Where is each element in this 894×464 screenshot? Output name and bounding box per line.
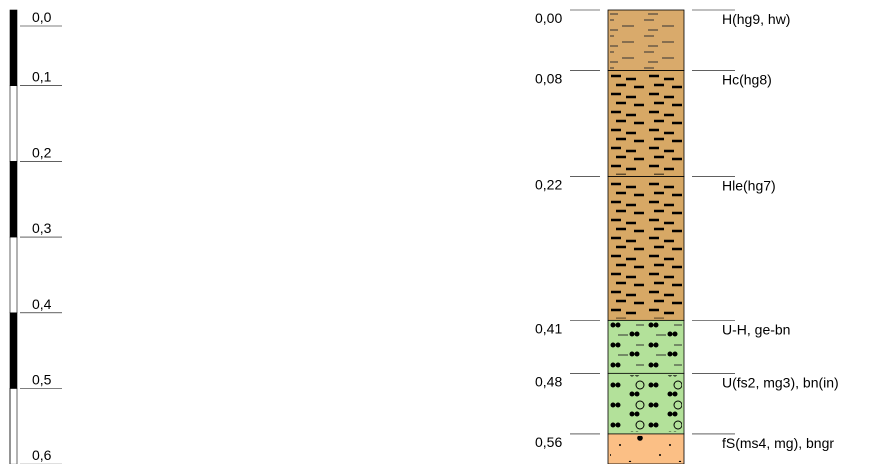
layer-pattern — [610, 12, 682, 69]
scale-segment — [10, 161, 17, 237]
depth-label: 0,22 — [535, 177, 562, 193]
layer-pattern — [610, 179, 682, 319]
scale-segment — [10, 313, 17, 389]
scale-label: 0,0 — [32, 9, 52, 25]
scale-label: 0,4 — [32, 296, 52, 312]
depth-label: 0,41 — [535, 320, 562, 336]
scale-label: 0,3 — [32, 220, 52, 236]
depth-label: 0,08 — [535, 71, 562, 87]
scale-label: 0,5 — [32, 372, 52, 388]
scale-label: 0,1 — [32, 69, 52, 85]
layer-description: U(fs2, mg3), bn(in) — [722, 374, 839, 390]
scale-segment — [10, 10, 17, 86]
depth-label: 0,48 — [535, 373, 562, 389]
layer-pattern — [610, 322, 682, 371]
scale-label: 0,2 — [32, 144, 52, 160]
layer-description: fS(ms4, mg), bngr — [722, 435, 834, 451]
layer-pattern — [610, 73, 682, 175]
soil-profile: 0,0 0,1 0,2 0,3 0,4 0,5 0,6 0,00 H(hg9, hw) 0,08 H… — [0, 0, 894, 464]
scale-segment — [10, 237, 17, 313]
layer-description: Hle(hg7) — [722, 178, 776, 194]
layer-pattern — [610, 375, 682, 432]
layer-pattern — [610, 436, 682, 462]
layer-description: U-H, ge-bn — [722, 321, 790, 337]
scale-label: 0,6 — [32, 447, 52, 463]
scale-segment — [10, 389, 17, 464]
depth-label: 0,00 — [535, 10, 562, 26]
layer-description: H(hg9, hw) — [722, 11, 790, 27]
layer-description: Hc(hg8) — [722, 72, 772, 88]
depth-label: 0,56 — [535, 434, 562, 450]
scale-segment — [10, 86, 17, 162]
